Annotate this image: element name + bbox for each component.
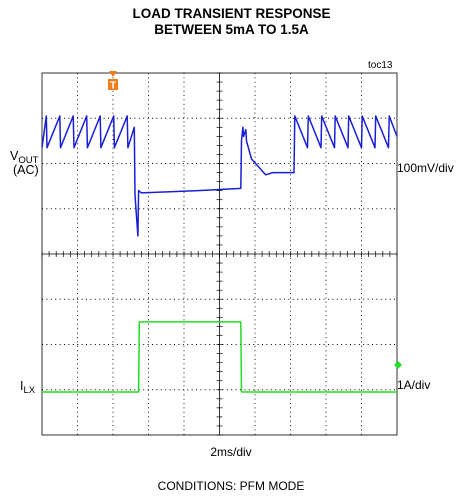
vout-scale-label: 100mV/div	[397, 161, 454, 175]
trigger-marker-box	[108, 79, 118, 90]
ilx-scale-label: 1A/div	[397, 378, 430, 392]
vout-label-ac: (AC)	[13, 163, 39, 177]
marks: T	[108, 71, 402, 369]
trigger-arrow-icon	[109, 71, 117, 77]
traces	[41, 115, 398, 393]
figure-id-label: toc13	[368, 60, 393, 71]
trigger-marker-label: T	[110, 81, 116, 92]
channel-marker-icon	[394, 360, 402, 369]
chart-title-line1: LOAD TRANSIENT RESPONSE	[132, 6, 331, 21]
x-axis-label: 2ms/div	[210, 445, 251, 459]
vout-label-main: V	[10, 149, 19, 163]
conditions-text: CONDITIONS: PFM MODE	[158, 479, 305, 493]
vout-label-sub: OUT	[18, 155, 38, 166]
vout-trace	[41, 115, 398, 237]
vout-label: VOUT	[10, 149, 39, 166]
ilx-trace	[42, 321, 397, 393]
ilx-label-main: I	[20, 379, 23, 393]
chart-title-line2: BETWEEN 5mA TO 1.5A	[154, 22, 309, 37]
ilx-label-sub: LX	[23, 385, 35, 396]
ilx-label: ILX	[20, 379, 36, 396]
scope-grid	[41, 72, 398, 436]
